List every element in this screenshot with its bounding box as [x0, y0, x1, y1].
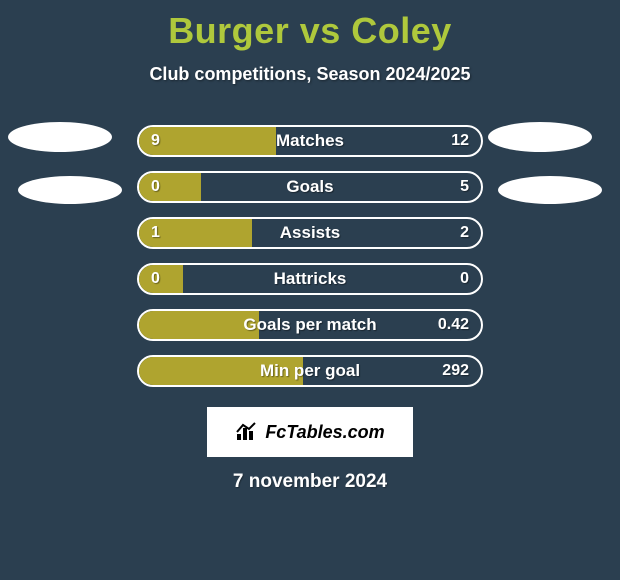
stat-row: 0 Goals 5 — [137, 171, 483, 203]
stat-value-right: 5 — [460, 178, 469, 196]
stat-label: Goals — [286, 177, 333, 197]
stat-value-right: 2 — [460, 224, 469, 242]
stat-value-left: 9 — [151, 132, 160, 150]
stat-label: Hattricks — [274, 269, 347, 289]
player-left-blob-2 — [18, 176, 122, 204]
stat-value-right: 0.42 — [438, 316, 469, 334]
player-right-blob-1 — [488, 122, 592, 152]
stat-row: Goals per match 0.42 — [137, 309, 483, 341]
comparison-card: Burger vs Coley Club competitions, Seaso… — [0, 0, 620, 580]
snapshot-date: 7 november 2024 — [0, 471, 620, 493]
stat-label: Matches — [276, 131, 344, 151]
stat-value-left: 0 — [151, 178, 160, 196]
stat-label: Min per goal — [260, 361, 360, 381]
stat-row: 0 Hattricks 0 — [137, 263, 483, 295]
stat-fill-left — [139, 311, 259, 339]
stat-row: 9 Matches 12 — [137, 125, 483, 157]
stat-label: Assists — [280, 223, 340, 243]
player-right-blob-2 — [498, 176, 602, 204]
stat-value-right: 12 — [451, 132, 469, 150]
comparison-subtitle: Club competitions, Season 2024/2025 — [0, 64, 620, 85]
comparison-title: Burger vs Coley — [0, 0, 620, 52]
brand-badge: FcTables.com — [207, 407, 413, 457]
stat-value-left: 0 — [151, 270, 160, 288]
stat-value-right: 292 — [442, 362, 469, 380]
brand-text: FcTables.com — [265, 422, 384, 443]
player-left-blob-1 — [8, 122, 112, 152]
stats-container: 9 Matches 12 0 Goals 5 1 Assists 2 0 Hattricks 0 Goa… — [0, 125, 620, 387]
stat-fill-left — [139, 173, 201, 201]
stat-fill-left — [139, 265, 183, 293]
stat-row: 1 Assists 2 — [137, 217, 483, 249]
stat-value-left: 1 — [151, 224, 160, 242]
stat-row: Min per goal 292 — [137, 355, 483, 387]
stat-label: Goals per match — [243, 315, 376, 335]
brand-chart-icon — [235, 422, 259, 442]
stat-value-right: 0 — [460, 270, 469, 288]
